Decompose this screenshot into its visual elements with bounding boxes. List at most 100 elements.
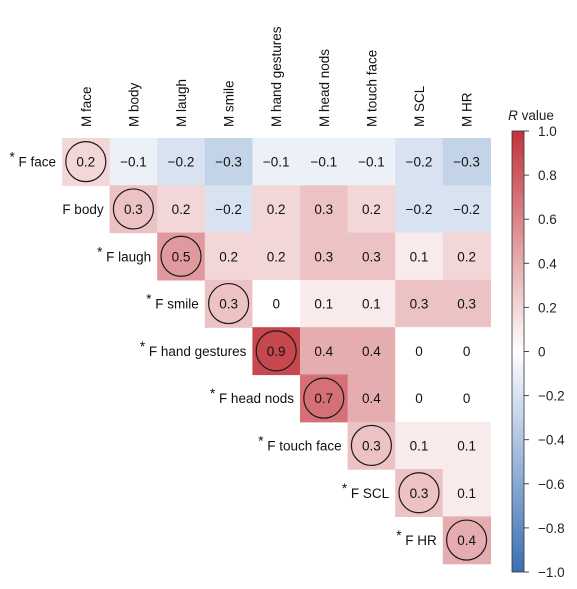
heatmap-cell — [395, 327, 444, 376]
heatmap-cell — [109, 138, 158, 186]
heatmap-cell — [395, 469, 444, 517]
row-label-text: F body — [62, 202, 104, 217]
heatmap-cell — [157, 232, 206, 281]
row-star: * — [97, 244, 103, 259]
cell-value-label: 0.9 — [267, 344, 286, 359]
heatmap-cell — [157, 185, 206, 234]
heatmap-cell — [300, 185, 349, 234]
row-label: * F face — [9, 150, 56, 170]
colorbar-gradient — [511, 130, 525, 573]
cell-value-label: 0.2 — [219, 249, 238, 264]
heatmap-cell — [347, 421, 396, 470]
heatmap-cell — [395, 232, 444, 281]
row-label-text: F laugh — [102, 249, 151, 264]
cell-value-label: 0.3 — [219, 297, 238, 312]
cell-value-label: 0 — [463, 391, 471, 406]
row-star: * — [210, 386, 216, 401]
cell-value-label: 0.2 — [362, 202, 381, 217]
heatmap-cell — [395, 279, 444, 328]
cell-value-label: −0.3 — [215, 155, 242, 170]
cell-value-label: 0.2 — [172, 202, 191, 217]
diagonal-circle — [112, 188, 154, 230]
heatmap-cell — [300, 327, 349, 376]
column-label: M touch face — [364, 50, 379, 127]
heatmap-cell — [442, 279, 491, 328]
colorbar-tick-label: −0.6 — [538, 477, 565, 492]
heatmap-cell — [347, 374, 396, 423]
row-star: * — [342, 481, 348, 496]
cell-value-label: 0.4 — [314, 344, 333, 359]
heatmap-cell — [252, 327, 301, 376]
heatmap-cell — [395, 185, 444, 234]
heatmap-cell — [300, 374, 349, 423]
cell-value-label: 0.3 — [124, 202, 143, 217]
heatmap-cell — [252, 185, 301, 234]
cell-value-label: 0.4 — [362, 344, 381, 359]
heatmap-cell — [300, 138, 349, 186]
diagonal-circle — [446, 519, 488, 561]
row-star: * — [258, 433, 264, 448]
heatmap-cells: 0.2 −0.1 −0.2 −0.3 −0.1 −0.1 −0.1 −0.2 −0.3 0.3 0.… — [62, 138, 491, 565]
heatmap-cell — [204, 279, 253, 328]
diagonal-circle — [350, 424, 392, 467]
column-labels: M face M body M laugh M smile M hand gesture… — [79, 26, 475, 127]
cell-value-label: 0 — [272, 297, 280, 312]
cell-value-label: 0 — [415, 391, 423, 406]
heatmap-cell — [442, 421, 491, 470]
column-label: M body — [126, 82, 141, 127]
heatmap-cell — [442, 327, 491, 376]
cell-value-label: 0 — [463, 344, 471, 359]
heatmap-cell — [252, 232, 301, 281]
colorbar-title-rest: value — [518, 108, 554, 123]
heatmap-cell — [442, 138, 491, 186]
cell-value-label: −0.1 — [263, 155, 290, 170]
heatmap-cell — [252, 138, 301, 186]
heatmap-cell — [347, 185, 396, 234]
cell-value-label: 0.1 — [410, 249, 429, 264]
cell-value-label: −0.2 — [406, 155, 433, 170]
row-label-text: F smile — [152, 297, 199, 312]
cell-value-label: −0.2 — [215, 202, 242, 217]
cell-value-label: 0.5 — [172, 249, 191, 264]
heatmap-cell — [395, 374, 444, 423]
row-label: F body — [62, 202, 104, 217]
colorbar-tick-label: 0 — [538, 345, 546, 360]
heatmap-cell — [252, 279, 301, 328]
diagonal-circle — [208, 282, 250, 325]
cell-value-label: −0.2 — [406, 202, 433, 217]
diagonal-circle — [65, 141, 107, 183]
heatmap-cell — [109, 185, 158, 234]
column-label: M head nods — [317, 49, 332, 127]
row-label: * F smile — [146, 292, 199, 312]
cell-value-label: 0.2 — [457, 249, 476, 264]
row-label: * F HR — [396, 528, 437, 548]
cell-value-label: 0.3 — [362, 438, 381, 453]
cell-value-label: 0.3 — [457, 297, 476, 312]
heatmap-cell — [442, 516, 491, 565]
diagonal-circle — [398, 472, 440, 514]
colorbar-tick-label: 0.6 — [538, 212, 557, 227]
heatmap-cell — [300, 232, 349, 281]
diagonal-circle — [160, 235, 202, 277]
cell-value-label: 0.1 — [410, 438, 429, 453]
cell-value-label: 0.3 — [314, 202, 333, 217]
heatmap-cell — [157, 138, 206, 186]
cell-value-label: 0.3 — [362, 249, 381, 264]
cell-value-label: 0.1 — [314, 297, 333, 312]
row-label: * F laugh — [97, 244, 151, 264]
heatmap-cell — [442, 374, 491, 423]
colorbar-tick-label: 0.4 — [538, 256, 557, 271]
heatmap-cell — [395, 138, 444, 186]
cell-value-label: −0.2 — [453, 202, 480, 217]
row-label-text: F head nods — [215, 391, 294, 406]
heatmap-cell — [300, 279, 349, 328]
row-label: * F touch face — [258, 433, 341, 453]
cell-value-label: −0.1 — [120, 155, 147, 170]
row-star: * — [9, 150, 15, 165]
colorbar-tick-label: −0.4 — [538, 433, 565, 448]
row-star: * — [140, 339, 146, 354]
colorbar-tick-label: 0.2 — [538, 300, 557, 315]
colorbar-title: R value — [508, 108, 554, 123]
cell-value-label: −0.1 — [310, 155, 337, 170]
heatmap-cell — [347, 279, 396, 328]
